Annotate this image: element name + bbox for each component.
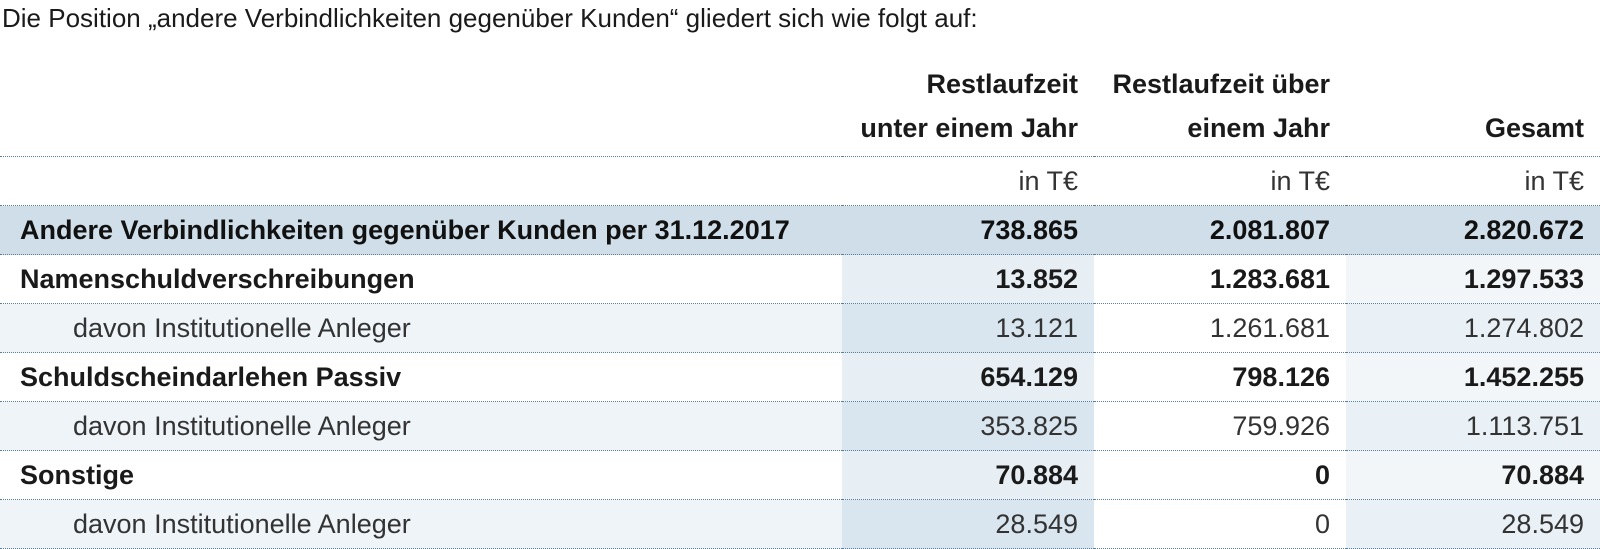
row-value-total: 1.274.802 <box>1346 303 1600 353</box>
row-label: Sonstige <box>0 450 842 500</box>
table-row-sub: davon Institutionelle Anleger 353.825 75… <box>0 401 1600 451</box>
row-value-over-one-year: 759.926 <box>1094 401 1346 451</box>
row-label: Schuldscheindarlehen Passiv <box>0 352 842 402</box>
header-col2-line2: einem Jahr <box>1187 113 1330 143</box>
row-label: Andere Verbindlichkeiten gegenüber Kunde… <box>0 205 842 255</box>
row-value-over-one-year: 1.283.681 <box>1094 254 1346 304</box>
table-row-total: Andere Verbindlichkeiten gegenüber Kunde… <box>0 205 1600 255</box>
table-header-row: Restlaufzeit unter einem Jahr Restlaufze… <box>0 52 1600 157</box>
row-label: davon Institutionelle Anleger <box>0 499 842 549</box>
table-row-sub: davon Institutionelle Anleger 28.549 0 2… <box>0 499 1600 549</box>
row-value-under-one-year: 28.549 <box>842 499 1094 549</box>
row-value-over-one-year: 798.126 <box>1094 352 1346 402</box>
row-value-under-one-year: 70.884 <box>842 450 1094 500</box>
row-label: davon Institutionelle Anleger <box>0 303 842 353</box>
unit-col3: in T€ <box>1346 156 1600 206</box>
row-value-over-one-year: 2.081.807 <box>1094 205 1346 255</box>
unit-row: in T€ in T€ in T€ <box>0 156 1600 206</box>
header-col3-line2: Gesamt <box>1484 113 1584 143</box>
header-col-over-one-year: Restlaufzeit über einem Jahr <box>1094 52 1346 157</box>
header-empty-cell <box>0 52 842 157</box>
row-label: davon Institutionelle Anleger <box>0 401 842 451</box>
row-value-under-one-year: 353.825 <box>842 401 1094 451</box>
row-value-total: 1.452.255 <box>1346 352 1600 402</box>
table-row-sub: davon Institutionelle Anleger 13.121 1.2… <box>0 303 1600 353</box>
table-row: Sonstige 70.884 0 70.884 <box>0 450 1600 500</box>
row-value-total: 2.820.672 <box>1346 205 1600 255</box>
table-row: Namenschuldverschreibungen 13.852 1.283.… <box>0 254 1600 304</box>
header-col1-line1: Restlaufzeit <box>926 69 1078 99</box>
row-value-under-one-year: 654.129 <box>842 352 1094 402</box>
header-col2-line1: Restlaufzeit über <box>1112 69 1330 99</box>
row-value-under-one-year: 13.121 <box>842 303 1094 353</box>
intro-text: Die Position „andere Verbindlichkeiten g… <box>2 3 978 33</box>
row-value-over-one-year: 0 <box>1094 499 1346 549</box>
row-label: Namenschuldverschreibungen <box>0 254 842 304</box>
table-row: Schuldscheindarlehen Passiv 654.129 798.… <box>0 352 1600 402</box>
header-col-under-one-year: Restlaufzeit unter einem Jahr <box>842 52 1094 157</box>
row-value-over-one-year: 0 <box>1094 450 1346 500</box>
row-value-over-one-year: 1.261.681 <box>1094 303 1346 353</box>
row-value-total: 28.549 <box>1346 499 1600 549</box>
unit-empty-cell <box>0 156 842 206</box>
row-value-under-one-year: 738.865 <box>842 205 1094 255</box>
row-value-total: 1.113.751 <box>1346 401 1600 451</box>
unit-col1: in T€ <box>842 156 1094 206</box>
row-value-under-one-year: 13.852 <box>842 254 1094 304</box>
header-col1-line2: unter einem Jahr <box>860 113 1078 143</box>
unit-col2: in T€ <box>1094 156 1346 206</box>
row-value-total: 70.884 <box>1346 450 1600 500</box>
liabilities-table: Restlaufzeit unter einem Jahr Restlaufze… <box>0 52 1600 549</box>
row-value-total: 1.297.533 <box>1346 254 1600 304</box>
header-col-total: Gesamt <box>1346 52 1600 157</box>
